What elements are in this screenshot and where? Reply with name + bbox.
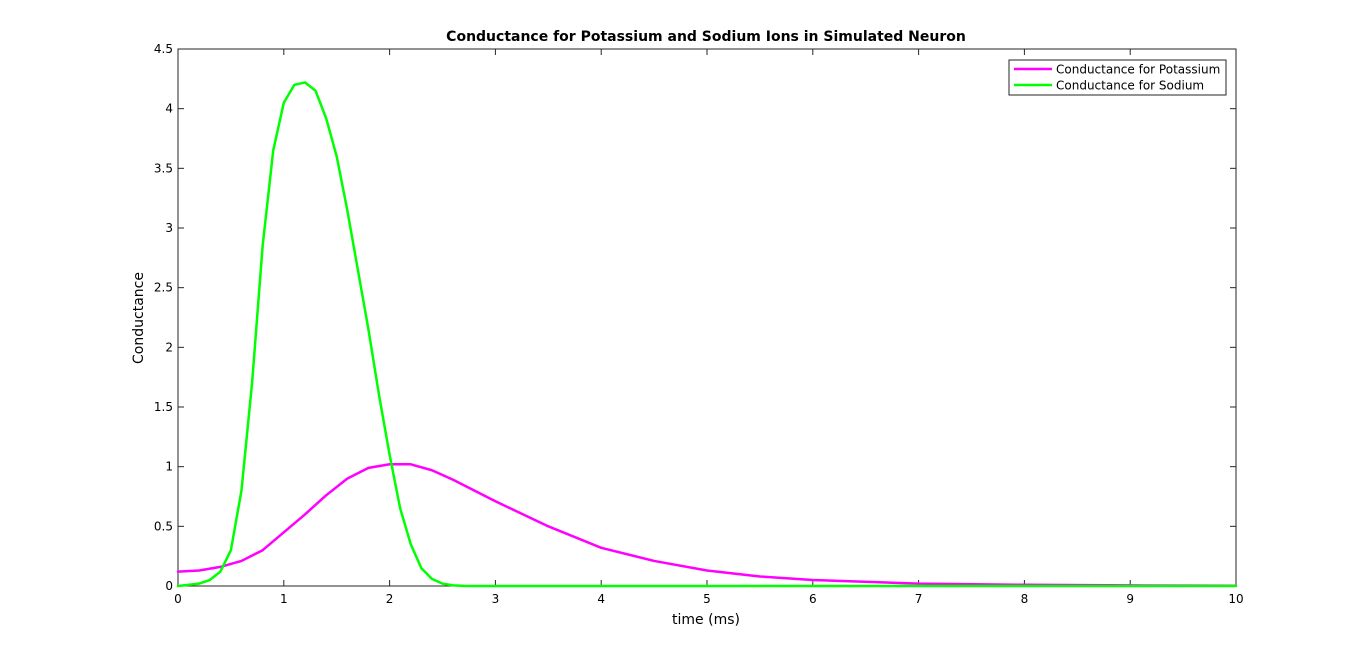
- y-axis: 0 0.5 1 1.5 2 2.5 3 3.5 4 4.5: [154, 42, 1236, 593]
- legend-label-potassium: Conductance for Potassium: [1056, 63, 1220, 77]
- x-tick-label: 9: [1126, 592, 1134, 606]
- potassium-series-line: [176, 463, 1238, 588]
- legend: Conductance for Potassium Conductance fo…: [1008, 59, 1227, 96]
- y-tick-label: 1.5: [154, 400, 173, 414]
- x-tick-label: 1: [280, 592, 288, 606]
- x-tick-label: 7: [915, 592, 923, 606]
- x-tick-label: 10: [1228, 592, 1243, 606]
- y-tick-label: 2: [165, 340, 173, 354]
- chart-title: Conductance for Potassium and Sodium Ion…: [446, 29, 966, 45]
- x-tick-label: 2: [386, 592, 394, 606]
- x-tick-label: 8: [1021, 592, 1029, 606]
- y-tick-label: 4: [165, 102, 173, 116]
- series-layer: [176, 81, 1238, 588]
- sodium-series-line: [176, 81, 1238, 588]
- y-tick-label: 4.5: [154, 42, 173, 56]
- x-tick-label: 6: [809, 592, 817, 606]
- y-tick-label: 0.5: [154, 519, 173, 533]
- x-tick-label: 5: [703, 592, 711, 606]
- y-tick-label: 3.5: [154, 161, 173, 175]
- x-axis-label: time (ms): [672, 612, 740, 628]
- y-tick-label: 3: [165, 221, 173, 235]
- x-tick-label: 3: [492, 592, 500, 606]
- plot-area: [177, 48, 1237, 587]
- y-tick-label: 1: [165, 460, 173, 474]
- y-axis-label: Conductance: [131, 272, 147, 364]
- x-tick-label: 4: [597, 592, 605, 606]
- x-tick-label: 0: [174, 592, 182, 606]
- y-tick-label: 2.5: [154, 281, 173, 295]
- y-tick-label: 0: [165, 579, 173, 593]
- legend-box: [1008, 59, 1227, 96]
- legend-label-sodium: Conductance for Sodium: [1056, 79, 1204, 93]
